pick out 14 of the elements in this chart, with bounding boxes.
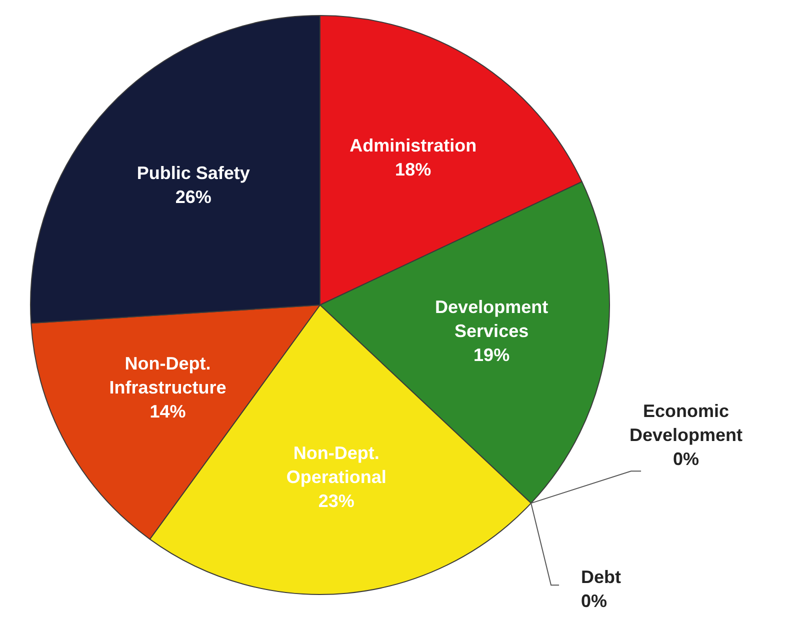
data-label: 23% bbox=[318, 490, 354, 511]
slice-label: Non-Dept. Operational bbox=[286, 442, 386, 487]
data-label: 26% bbox=[175, 187, 212, 208]
slice-label: Public Safety bbox=[136, 163, 250, 184]
data-label: 18% bbox=[395, 159, 432, 180]
text: 0% bbox=[581, 591, 608, 612]
category-label: Economic Development bbox=[630, 401, 743, 446]
data-label: 19% bbox=[474, 345, 510, 366]
category-label: Debt bbox=[581, 567, 622, 588]
text: 0% bbox=[673, 449, 700, 470]
slice-label: Non-Dept. Infrastructure bbox=[109, 354, 226, 398]
slice-label: Development Services bbox=[435, 297, 548, 342]
slice-label: Administration bbox=[350, 135, 477, 156]
data-label: 14% bbox=[150, 402, 186, 422]
